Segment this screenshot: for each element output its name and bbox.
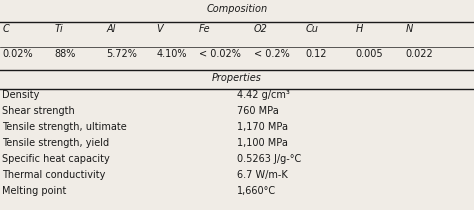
Text: < 0.02%: < 0.02% [199,49,241,59]
Text: 0.005: 0.005 [356,49,383,59]
Text: Density: Density [2,90,40,100]
Text: Composition: Composition [207,4,267,14]
Text: Tensile strength, yield: Tensile strength, yield [2,138,109,148]
Text: 0.022: 0.022 [405,49,433,59]
Text: H: H [356,24,363,34]
Text: 4.42 g/cm³: 4.42 g/cm³ [237,90,290,100]
Text: 4.10%: 4.10% [156,49,187,59]
Text: Specific heat capacity: Specific heat capacity [2,154,110,164]
Text: V: V [156,24,163,34]
Text: N: N [405,24,412,34]
Text: 1,660°C: 1,660°C [237,186,276,196]
Text: Al: Al [107,24,116,34]
Text: Thermal conductivity: Thermal conductivity [2,170,106,180]
Text: 1,100 MPa: 1,100 MPa [237,138,288,148]
Text: 6.7 W/m-K: 6.7 W/m-K [237,170,288,180]
Text: Shear strength: Shear strength [2,106,75,116]
Text: C: C [2,24,9,34]
Text: 0.5263 J/g-°C: 0.5263 J/g-°C [237,154,301,164]
Text: Ti: Ti [55,24,63,34]
Text: Fe: Fe [199,24,211,34]
Text: O2: O2 [254,24,267,34]
Text: < 0.2%: < 0.2% [254,49,289,59]
Text: Cu: Cu [306,24,319,34]
Text: Melting point: Melting point [2,186,67,196]
Text: 5.72%: 5.72% [107,49,137,59]
Text: 1,170 MPa: 1,170 MPa [237,122,288,132]
Text: Tensile strength, ultimate: Tensile strength, ultimate [2,122,127,132]
Text: 88%: 88% [55,49,76,59]
Text: 0.12: 0.12 [306,49,327,59]
Text: 760 MPa: 760 MPa [237,106,279,116]
Text: 0.02%: 0.02% [2,49,33,59]
Text: Properties: Properties [212,73,262,83]
